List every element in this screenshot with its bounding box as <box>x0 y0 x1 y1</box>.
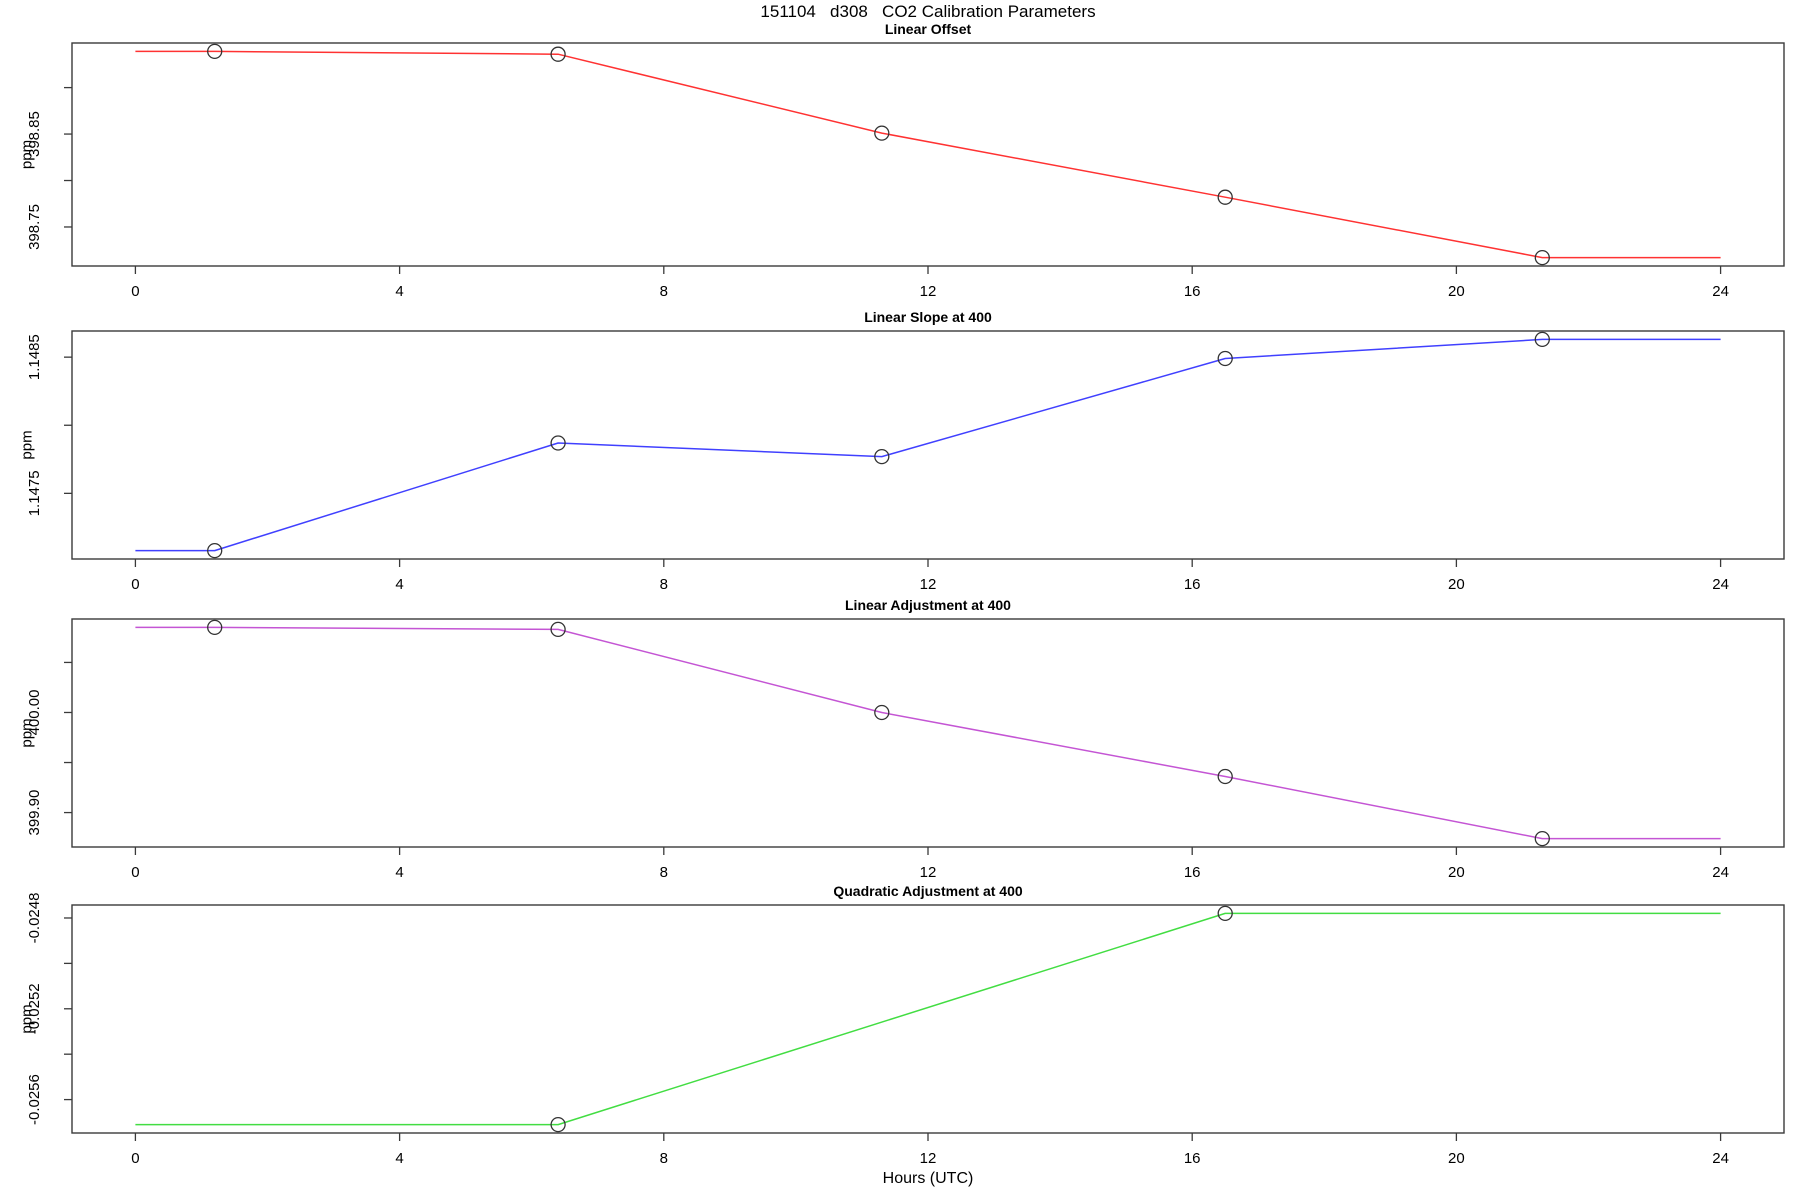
x-tick-label: 20 <box>1448 1150 1465 1167</box>
y-tick-label: 1.1485 <box>26 334 43 380</box>
x-tick-label: 0 <box>131 864 139 881</box>
series-line <box>135 50 1721 259</box>
x-tick-label: 4 <box>395 283 403 300</box>
x-tick-label: 20 <box>1448 864 1465 881</box>
x-tick-label: 20 <box>1448 576 1465 593</box>
x-tick-label: 16 <box>1184 576 1201 593</box>
x-tick-label: 0 <box>131 283 139 300</box>
page-title: 151104 d308 CO2 Calibration Parameters <box>760 2 1096 21</box>
x-axis-title: Hours (UTC) <box>882 1170 974 1187</box>
x-tick-label: 16 <box>1184 1150 1201 1167</box>
y-axis-unit-label: ppm <box>18 718 35 747</box>
data-point-marker <box>550 621 566 638</box>
panel-box <box>71 330 1785 560</box>
x-tick-label: 16 <box>1184 283 1201 300</box>
y-tick-label: 398.85 <box>26 111 43 157</box>
x-tick-label: 0 <box>131 576 139 593</box>
y-axis-unit-label: ppm <box>18 1004 35 1033</box>
x-tick-label: 12 <box>920 1150 937 1167</box>
x-tick-label: 8 <box>660 283 668 300</box>
data-point-marker <box>207 619 223 636</box>
panel-title: Linear Offset <box>885 21 972 37</box>
x-tick-label: 12 <box>920 283 937 300</box>
x-tick-label: 16 <box>1184 864 1201 881</box>
data-point-marker <box>1217 350 1233 367</box>
data-point-marker <box>1217 189 1233 205</box>
panel-box <box>71 42 1785 267</box>
x-tick-label: 12 <box>920 864 937 881</box>
series-line <box>135 338 1721 552</box>
panel-box <box>71 618 1785 848</box>
x-tick-label: 24 <box>1712 576 1729 593</box>
x-tick-label: 12 <box>920 576 937 593</box>
x-tick-label: 4 <box>395 1150 403 1167</box>
x-tick-label: 0 <box>131 1150 139 1167</box>
x-tick-label: 8 <box>660 1150 668 1167</box>
x-tick-label: 8 <box>660 576 668 593</box>
data-point-marker <box>874 704 890 721</box>
y-axis-unit-label: ppm <box>18 430 35 459</box>
y-tick-label: 399.90 <box>26 790 43 836</box>
y-tick-label: 1.1475 <box>26 470 43 516</box>
x-tick-label: 24 <box>1712 283 1729 300</box>
panel-title: Linear Slope at 400 <box>864 309 992 325</box>
y-tick-label: -0.0248 <box>26 893 43 944</box>
data-point-marker <box>550 1116 566 1133</box>
panel-4: Quadratic Adjustment at 400 -0.0256 -0.025… <box>18 883 1785 1167</box>
data-point-marker <box>1217 768 1233 785</box>
panel-box <box>71 904 1785 1134</box>
x-tick-label: 20 <box>1448 283 1465 300</box>
data-point-marker <box>207 542 223 559</box>
y-tick-label: -0.0252 <box>26 983 43 1034</box>
data-point-marker <box>874 448 890 465</box>
y-tick-label: 398.75 <box>26 204 43 250</box>
data-point-marker <box>1534 331 1550 348</box>
data-point-marker <box>1534 830 1550 847</box>
data-point-marker <box>1534 249 1550 266</box>
y-tick-label: 400.00 <box>26 690 43 736</box>
data-point-marker <box>550 435 566 451</box>
panel-title: Linear Adjustment at 400 <box>845 597 1011 613</box>
panel-2: Linear Slope at 400 1.1475 1.1485 ppm 0 4 8 12 1… <box>18 309 1785 593</box>
x-tick-label: 8 <box>660 864 668 881</box>
data-point-marker <box>550 46 566 62</box>
panel-title: Quadratic Adjustment at 400 <box>833 883 1023 899</box>
x-tick-label: 4 <box>395 576 403 593</box>
y-tick-label: -0.0256 <box>26 1074 43 1125</box>
series-line <box>135 626 1721 840</box>
x-tick-label: 24 <box>1712 1150 1729 1167</box>
series-line <box>135 912 1721 1126</box>
x-tick-label: 4 <box>395 864 403 881</box>
x-tick-label: 24 <box>1712 864 1729 881</box>
data-point-marker <box>207 43 223 60</box>
data-point-marker <box>1217 905 1233 922</box>
y-axis-unit-label: ppm <box>18 140 35 169</box>
data-point-marker <box>874 125 890 141</box>
